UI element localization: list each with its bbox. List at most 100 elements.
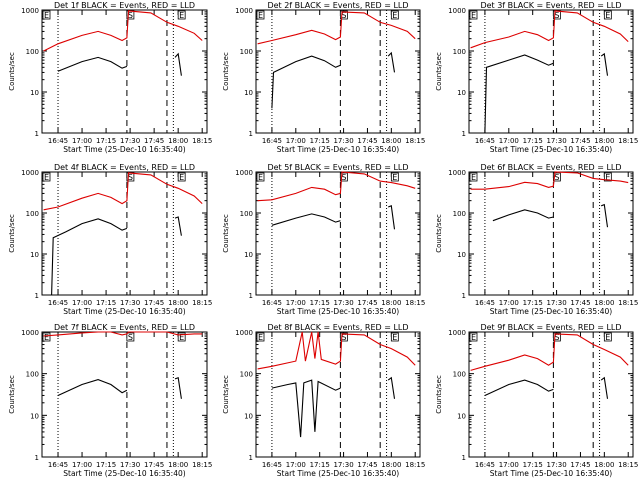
lld-series-line xyxy=(43,10,203,52)
event-marker-label: S xyxy=(341,11,346,20)
y-tick-label: 10 xyxy=(244,412,253,420)
event-marker-box xyxy=(339,172,348,182)
y-axis-label: Counts/sec xyxy=(435,52,443,91)
x-tick-label: 17:15 xyxy=(523,137,543,145)
x-tick-label: 17:15 xyxy=(523,461,543,469)
y-tick-label: 1000 xyxy=(235,329,253,337)
y-axis-label: Counts/sec xyxy=(435,375,443,414)
x-axis-label: Start Time (25-Dec-10 16:35:40) xyxy=(277,145,399,154)
events-series-line xyxy=(600,52,609,76)
y-tick-label: 10 xyxy=(244,251,253,259)
x-tick-label: 16:45 xyxy=(262,137,282,145)
event-marker-label: E xyxy=(258,173,263,182)
events-series-line xyxy=(57,56,128,72)
event-marker-label: E xyxy=(44,11,49,20)
y-tick-label: 100 xyxy=(26,48,39,56)
x-tick-label: 17:45 xyxy=(570,137,590,145)
y-axis-label: Counts/sec xyxy=(8,375,16,414)
x-tick-label: 17:00 xyxy=(72,137,92,145)
event-marker-label: E xyxy=(44,173,49,182)
detector-chart-6: Det 6f BLACK = Events, RED = LLD 1 10 100 10… xyxy=(435,163,638,316)
event-marker-label: S xyxy=(341,333,346,342)
y-tick-label: 1 xyxy=(35,292,39,300)
event-marker-box xyxy=(42,10,51,20)
y-tick-label: 100 xyxy=(453,371,466,379)
x-tick-label: 17:30 xyxy=(546,461,566,469)
x-tick-label: 17:30 xyxy=(333,299,353,307)
event-marker-label: E xyxy=(471,173,476,182)
events-series-line xyxy=(174,216,182,236)
event-marker-box xyxy=(390,172,399,182)
lld-series-line xyxy=(43,331,203,337)
x-tick-label: 18:00 xyxy=(381,461,401,469)
lld-series-line xyxy=(257,171,416,202)
event-marker-box xyxy=(552,172,561,182)
x-axis-label: Start Time (25-Dec-10 16:35:40) xyxy=(277,307,399,316)
plot-frame xyxy=(41,9,208,134)
y-axis-label: Counts/sec xyxy=(222,52,230,91)
events-series-line xyxy=(57,379,128,396)
x-tick-label: 17:15 xyxy=(310,299,330,307)
y-tick-label: 100 xyxy=(240,371,253,379)
event-marker-label: E xyxy=(44,333,49,342)
events-series-line xyxy=(271,55,341,109)
x-tick-label: 16:45 xyxy=(475,461,495,469)
x-tick-label: 17:30 xyxy=(333,461,353,469)
detector-chart-1: Det 1f BLACK = Events, RED = LLD 1 10 100 10… xyxy=(8,1,212,154)
y-tick-label: 100 xyxy=(453,210,466,218)
y-tick-label: 1000 xyxy=(21,169,39,177)
chart-title: Det 5f BLACK = Events, RED = LLD xyxy=(267,163,408,172)
event-marker-label: S xyxy=(128,11,133,20)
event-marker-label: S xyxy=(341,173,346,182)
lld-series-line xyxy=(470,10,629,49)
event-marker-box xyxy=(256,332,265,342)
x-tick-label: 16:45 xyxy=(48,137,68,145)
x-tick-label: 18:15 xyxy=(192,137,212,145)
y-axis-label: Counts/sec xyxy=(8,52,16,91)
y-tick-label: 1 xyxy=(249,292,253,300)
event-marker-label: E xyxy=(392,333,397,342)
y-tick-label: 1000 xyxy=(21,7,39,15)
y-axis-label: Counts/sec xyxy=(222,214,230,253)
x-tick-label: 18:15 xyxy=(405,299,425,307)
events-series-line xyxy=(51,218,128,296)
event-marker-label: E xyxy=(179,11,184,20)
y-tick-label: 1000 xyxy=(235,169,253,177)
event-marker-box xyxy=(339,332,348,342)
detector-chart-3: Det 3f BLACK = Events, RED = LLD 1 10 100 10… xyxy=(435,1,638,154)
event-marker-label: E xyxy=(258,333,263,342)
event-marker-box xyxy=(390,10,399,20)
x-tick-label: 16:45 xyxy=(48,299,68,307)
y-tick-label: 10 xyxy=(457,251,466,259)
x-tick-label: 16:45 xyxy=(262,461,282,469)
x-axis-label: Start Time (25-Dec-10 16:35:40) xyxy=(63,307,185,316)
events-series-line xyxy=(174,376,182,399)
y-axis-label: Counts/sec xyxy=(435,214,443,253)
detector-chart-8: Det 8f BLACK = Events, RED = LLD 1 10 100 10… xyxy=(222,323,425,478)
y-tick-label: 1 xyxy=(35,130,39,138)
y-tick-label: 1000 xyxy=(448,169,466,177)
plot-frame xyxy=(468,9,634,134)
detector-chart-2: Det 2f BLACK = Events, RED = LLD 1 10 100 10… xyxy=(222,1,425,154)
x-tick-label: 16:45 xyxy=(475,299,495,307)
x-axis-label: Start Time (25-Dec-10 16:35:40) xyxy=(490,469,612,478)
events-series-line xyxy=(484,379,554,396)
event-marker-label: E xyxy=(471,11,476,20)
event-marker-label: E xyxy=(605,333,610,342)
chart-title: Det 8f BLACK = Events, RED = LLD xyxy=(267,323,408,332)
x-tick-label: 17:15 xyxy=(310,137,330,145)
x-tick-label: 18:15 xyxy=(618,137,638,145)
y-tick-label: 10 xyxy=(30,89,39,97)
event-marker-label: S xyxy=(554,11,559,20)
y-axis-label: Counts/sec xyxy=(8,214,16,253)
y-tick-label: 10 xyxy=(30,251,39,259)
chart-title: Det 9f BLACK = Events, RED = LLD xyxy=(480,323,621,332)
x-tick-label: 17:15 xyxy=(523,299,543,307)
x-tick-label: 18:00 xyxy=(381,137,401,145)
x-tick-label: 18:00 xyxy=(168,299,188,307)
x-tick-label: 18:15 xyxy=(192,461,212,469)
event-marker-box xyxy=(256,172,265,182)
x-tick-label: 17:15 xyxy=(310,461,330,469)
x-tick-label: 17:30 xyxy=(546,137,566,145)
events-series-line xyxy=(601,203,609,228)
